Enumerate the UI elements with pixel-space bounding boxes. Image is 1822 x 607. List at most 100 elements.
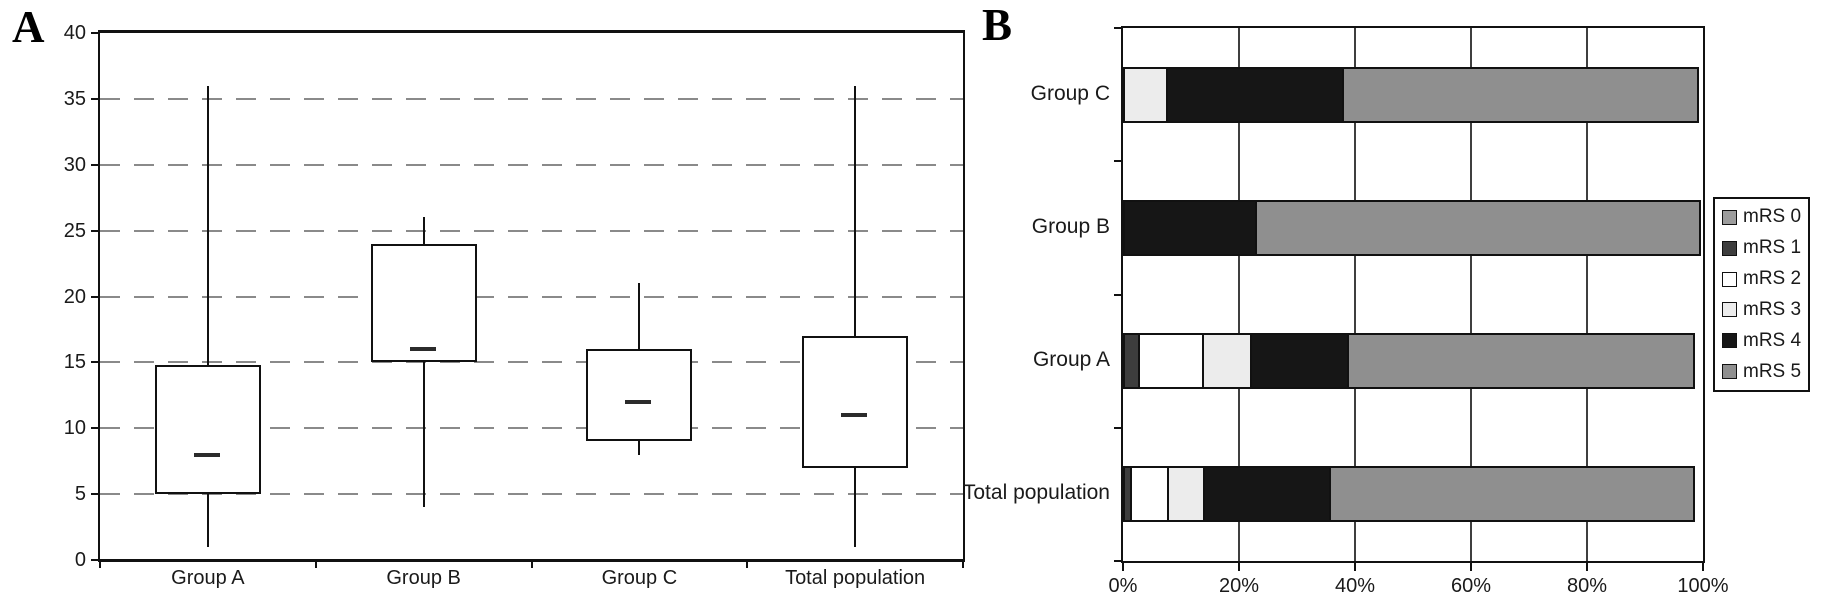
x-tick-label: 40% [1334, 575, 1376, 597]
x-tick-label: 100% [1677, 575, 1729, 597]
gridline-y-10 [100, 427, 963, 430]
y-tick-label: 25 [63, 219, 86, 242]
gridline-x-40 [1354, 28, 1356, 561]
segment-mrs-5 [1254, 199, 1701, 256]
legend-entry: mRS 4 [1722, 329, 1806, 351]
whisker-upper [638, 283, 641, 350]
legend-swatch-mrs-1 [1722, 240, 1737, 256]
gridline-y-5 [100, 493, 963, 496]
cat-boundary-tick [1114, 293, 1123, 296]
box-group-b [370, 243, 477, 363]
segment-mrs-2 [1137, 333, 1204, 390]
legend-swatch-mrs-5 [1722, 364, 1737, 380]
legend-label: mRS 5 [1743, 360, 1802, 382]
category-label: Group B [1031, 214, 1110, 238]
category-label: Total population [785, 567, 926, 589]
category-label: Group C [1030, 81, 1110, 105]
gridline-y-15 [100, 361, 963, 364]
gridline-y-30 [100, 163, 963, 166]
whisker-lower [854, 467, 857, 547]
mean-marker [409, 347, 436, 352]
y-tick-35 [91, 97, 100, 100]
x-tick-label: 60% [1450, 575, 1492, 597]
category-label: Total population [962, 481, 1110, 505]
segment-mrs-5 [1328, 466, 1695, 523]
segment-mrs-3 [1123, 66, 1168, 123]
category-label: Group A [171, 567, 245, 589]
segment-mrs-4 [1165, 66, 1345, 123]
box-total-population [802, 336, 909, 468]
y-tick-label: 5 [74, 483, 86, 506]
y-tick-15 [91, 361, 100, 364]
bar-total-population [1123, 466, 1703, 523]
whisker-upper [206, 85, 209, 365]
y-tick-0 [91, 559, 100, 561]
legend: mRS 0 mRS 1 mRS 2 mRS 3 mRS 4 mRS 5 [1713, 197, 1810, 392]
box-group-a [154, 365, 261, 495]
cat-boundary-tick [1114, 426, 1123, 429]
legend-swatch-mrs-2 [1722, 271, 1737, 287]
y-tick-40 [91, 32, 100, 34]
x-tick [1586, 562, 1588, 571]
whisker-upper [854, 85, 857, 336]
category-label: Group C [601, 567, 678, 589]
panel-b-letter: B [982, 0, 1013, 50]
cat-boundary-tick [1114, 160, 1123, 163]
legend-entry: mRS 0 [1722, 207, 1806, 227]
legend-swatch-mrs-3 [1722, 302, 1737, 318]
x-boundary-tick [99, 560, 101, 568]
legend-label: mRS 1 [1743, 237, 1802, 259]
cat-boundary-tick [1114, 27, 1123, 29]
gridline-x-20 [1238, 28, 1240, 561]
y-tick-5 [91, 493, 100, 496]
y-tick-label: 30 [63, 153, 86, 176]
gridline-x-60 [1470, 28, 1472, 561]
x-boundary-tick [746, 560, 749, 568]
y-tick-label: 0 [74, 549, 86, 571]
x-tick [1238, 562, 1240, 571]
legend-label: mRS 4 [1743, 329, 1802, 351]
x-tick-label: 0% [1108, 575, 1138, 597]
segment-mrs-4 [1123, 199, 1257, 256]
y-tick-30 [91, 163, 100, 166]
whisker-lower [422, 362, 425, 508]
x-tick [1122, 562, 1124, 571]
x-tick [1470, 562, 1472, 571]
y-tick-label: 20 [63, 285, 86, 308]
legend-entry: mRS 1 [1722, 238, 1806, 258]
mean-marker [193, 452, 220, 457]
x-tick [1354, 562, 1356, 571]
y-tick-10 [91, 427, 100, 430]
legend-label: mRS 0 [1743, 206, 1802, 228]
segment-mrs-4 [1249, 333, 1349, 390]
legend-label: mRS 3 [1743, 298, 1802, 320]
segment-mrs-4 [1202, 466, 1331, 523]
gridline-y-35 [100, 97, 963, 100]
segment-mrs-3 [1201, 333, 1252, 390]
y-tick-20 [91, 295, 100, 298]
box-group-c [586, 349, 693, 442]
y-tick-label: 15 [63, 351, 86, 374]
legend-label: mRS 2 [1743, 268, 1802, 290]
legend-swatch-mrs-0 [1722, 209, 1737, 225]
x-tick-label: 20% [1218, 575, 1260, 597]
category-label: Group B [386, 567, 461, 589]
bar-group-b [1123, 199, 1703, 256]
gridline-x-80 [1586, 28, 1588, 561]
legend-swatch-mrs-4 [1722, 333, 1737, 349]
y-tick-label: 40 [63, 22, 86, 44]
legend-entry: mRS 5 [1722, 360, 1806, 382]
x-tick-label: 80% [1566, 575, 1608, 597]
segment-mrs-5 [1342, 66, 1699, 123]
y-tick-label: 10 [63, 417, 86, 440]
gridline-y-20 [100, 295, 963, 298]
segment-mrs-3 [1166, 466, 1205, 523]
legend-entry: mRS 2 [1722, 269, 1806, 289]
panel-a-letter: A [12, 2, 45, 52]
segment-mrs-2 [1130, 466, 1169, 523]
x-boundary-tick [530, 560, 533, 568]
mean-marker [841, 413, 868, 418]
